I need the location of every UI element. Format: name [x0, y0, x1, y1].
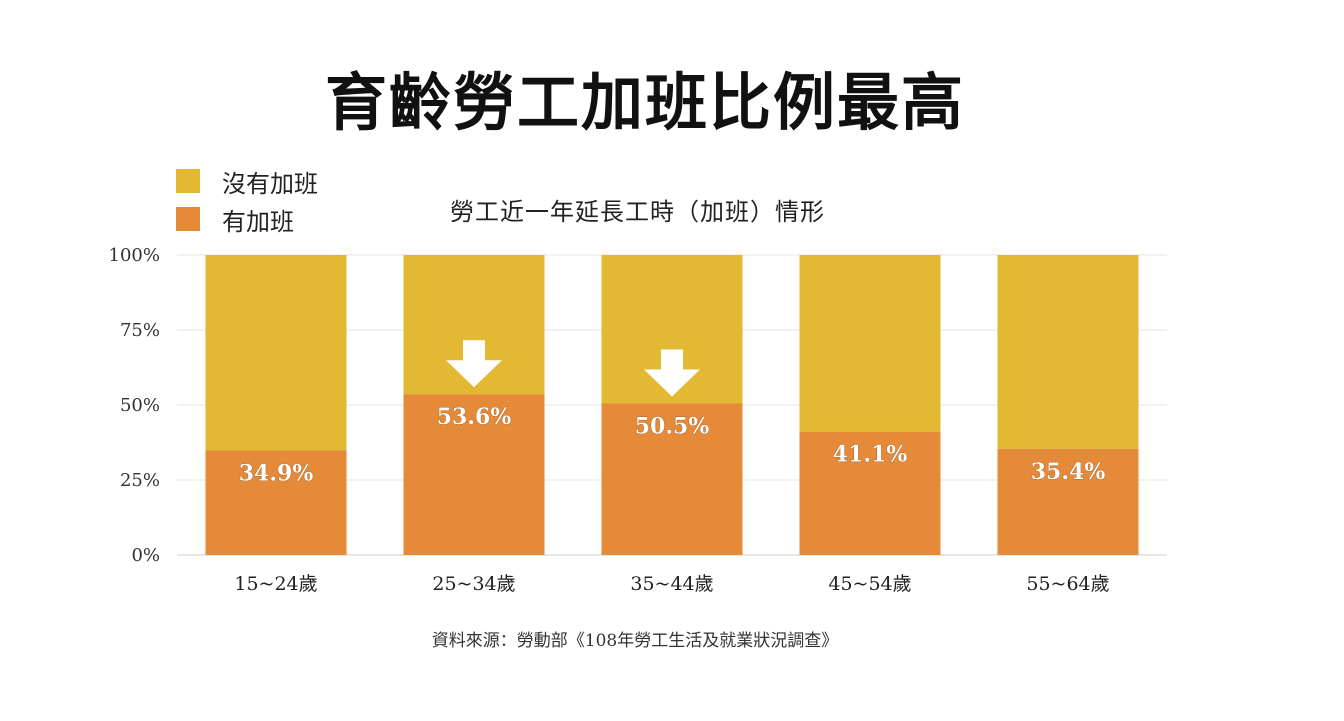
- x-category-label: 45~54歲: [828, 573, 911, 595]
- bar-no-overtime: [205, 255, 347, 451]
- legend-swatch-no-overtime: [176, 169, 200, 193]
- bar-overtime: [997, 448, 1139, 555]
- x-category-label: 15~24歲: [234, 573, 317, 595]
- chart-title: 勞工近一年延長工時（加班）情形: [450, 198, 825, 226]
- bar-overtime: [403, 394, 545, 555]
- legend-swatch-overtime: [176, 207, 200, 231]
- x-category-label: 25~34歲: [432, 573, 515, 595]
- y-tick-label: 50%: [120, 395, 160, 416]
- legend-item-no-overtime: 沒有加班: [176, 162, 318, 200]
- x-category-label: 55~64歲: [1026, 573, 1109, 595]
- page-title: 育齡勞工加班比例最高: [324, 66, 965, 139]
- data-label: 41.1%: [833, 442, 908, 468]
- data-label: 34.9%: [239, 460, 314, 486]
- bar-overtime: [799, 431, 941, 555]
- data-label: 35.4%: [1031, 459, 1106, 485]
- legend-item-overtime: 有加班: [176, 200, 318, 238]
- data-label: 50.5%: [635, 414, 710, 440]
- bar-overtime: [205, 450, 347, 555]
- y-tick-label: 25%: [120, 470, 160, 491]
- y-tick-label: 100%: [109, 245, 160, 266]
- data-label: 53.6%: [437, 404, 512, 430]
- y-tick-label: 0%: [131, 545, 160, 566]
- legend-label-no-overtime: 沒有加班: [222, 169, 318, 198]
- down-arrow-icon: [446, 340, 502, 388]
- bar-no-overtime: [799, 255, 941, 432]
- down-arrow-icon: [644, 349, 700, 397]
- bar-overtime: [601, 403, 743, 555]
- x-category-label: 35~44歲: [630, 573, 713, 595]
- source-note: 資料來源：勞動部《108年勞工生活及就業狀況調查》: [431, 631, 839, 651]
- y-tick-label: 75%: [120, 320, 160, 341]
- legend-label-overtime: 有加班: [222, 207, 294, 236]
- legend: 沒有加班 有加班: [176, 162, 318, 238]
- bar-no-overtime: [997, 255, 1139, 449]
